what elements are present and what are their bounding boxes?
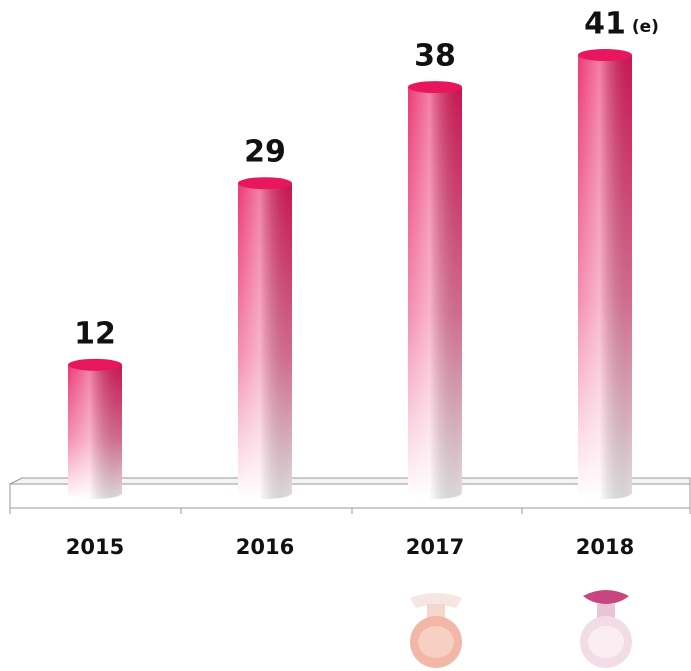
- bottle: [580, 590, 632, 668]
- bar-shade: [578, 55, 632, 499]
- value-label: 38: [414, 39, 456, 74]
- bar-top: [408, 81, 462, 94]
- x-tick-label: 2016: [236, 535, 294, 559]
- value-label: 41: [584, 7, 626, 42]
- bar-top: [68, 358, 122, 371]
- bar: [408, 81, 462, 499]
- x-tick-label: 2017: [406, 535, 464, 559]
- bottle: [410, 593, 462, 668]
- bar-top: [578, 49, 632, 62]
- x-tick-label: 2018: [576, 535, 634, 559]
- bar-top: [238, 177, 292, 190]
- bar-shade: [238, 183, 292, 499]
- value-label: 29: [244, 135, 286, 170]
- bar: [68, 358, 122, 499]
- bar-shade: [68, 364, 122, 499]
- x-tick-label: 2015: [66, 535, 124, 559]
- bar: [238, 177, 292, 499]
- value-label: 12: [74, 316, 116, 351]
- annotation: (e): [632, 17, 659, 37]
- bar: [578, 49, 632, 499]
- bar-shade: [408, 87, 462, 499]
- floor: [9, 477, 691, 514]
